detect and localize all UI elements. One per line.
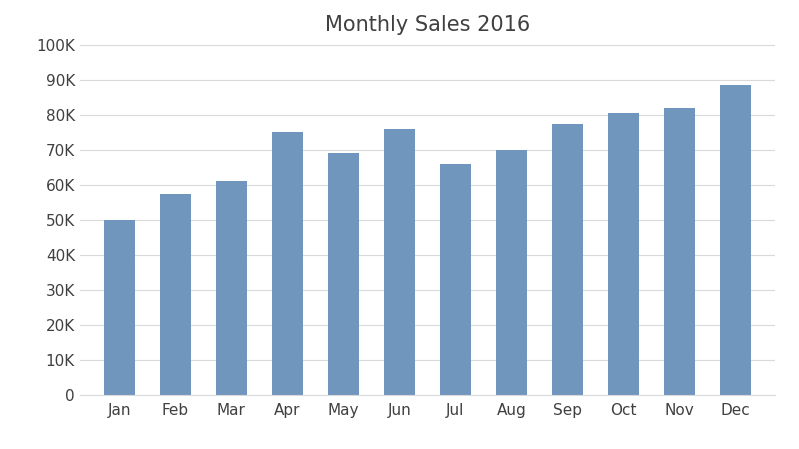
Bar — [664, 108, 695, 395]
Bar — [608, 113, 639, 395]
Bar — [552, 123, 583, 395]
Bar — [160, 194, 191, 395]
Bar — [440, 164, 471, 395]
Bar — [216, 181, 247, 395]
Bar — [272, 132, 303, 395]
Bar — [104, 220, 134, 395]
Bar — [496, 150, 527, 395]
Bar — [384, 129, 415, 395]
Bar — [328, 154, 359, 395]
Title: Monthly Sales 2016: Monthly Sales 2016 — [325, 15, 530, 35]
Bar — [721, 85, 751, 395]
